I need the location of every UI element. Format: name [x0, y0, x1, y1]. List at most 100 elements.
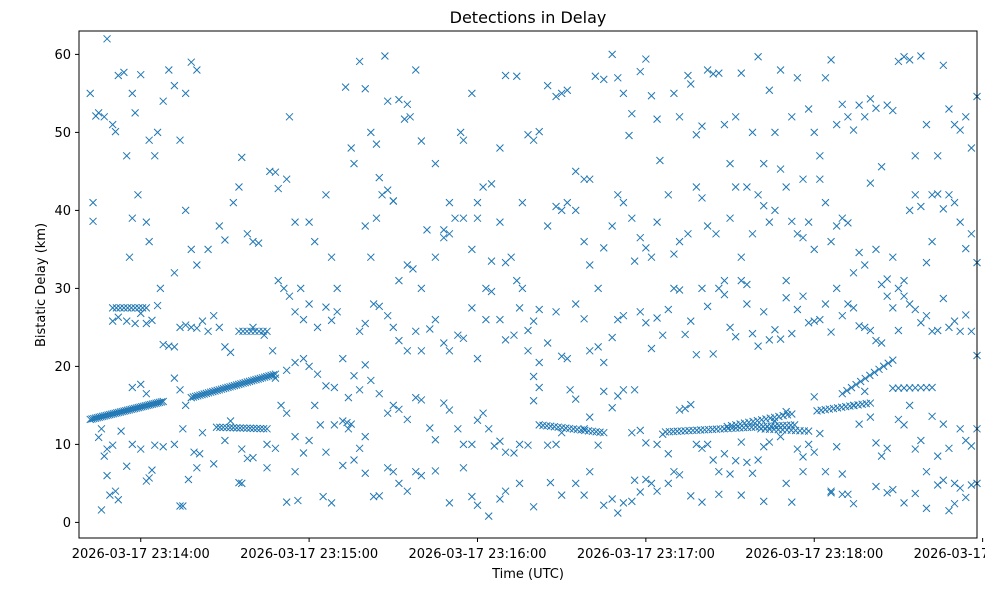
data-point	[252, 375, 260, 384]
data-point	[417, 284, 426, 293]
data-point	[884, 359, 893, 368]
data-point	[681, 404, 690, 413]
data-point	[375, 173, 384, 182]
data-point	[849, 499, 858, 508]
data-point	[271, 444, 280, 453]
detection-markers	[86, 34, 981, 521]
data-point	[496, 495, 504, 503]
data-point	[224, 383, 232, 392]
data-point	[939, 294, 948, 303]
data-point	[737, 276, 746, 285]
data-point	[658, 331, 667, 340]
data-point	[389, 401, 398, 410]
data-point	[594, 284, 603, 293]
data-point	[445, 198, 454, 207]
data-point	[112, 304, 121, 312]
data-point	[843, 386, 851, 395]
data-point	[153, 301, 162, 310]
data-point	[684, 71, 692, 80]
data-point	[305, 362, 313, 371]
data-point	[411, 393, 420, 402]
data-point	[135, 304, 143, 312]
data-point	[403, 415, 412, 424]
data-point	[221, 436, 229, 445]
data-point	[271, 370, 280, 379]
data-point	[228, 382, 237, 391]
data-point	[159, 397, 168, 406]
data-point	[759, 159, 768, 168]
data-point	[459, 463, 468, 472]
data-point	[529, 372, 538, 381]
data-point	[675, 237, 684, 246]
y-tick-label: 60	[54, 48, 71, 63]
data-point	[524, 441, 532, 450]
data-point	[395, 336, 403, 345]
data-point	[563, 86, 572, 95]
data-point	[900, 421, 908, 429]
data-point	[855, 101, 863, 109]
data-point	[698, 498, 706, 506]
data-point	[159, 97, 168, 106]
data-point	[552, 307, 560, 316]
data-point	[630, 385, 639, 394]
data-point	[389, 323, 398, 332]
data-point	[653, 440, 661, 449]
data-point	[361, 432, 370, 441]
data-point	[838, 470, 847, 478]
data-point	[535, 358, 544, 367]
data-point	[743, 300, 751, 308]
data-point	[900, 499, 908, 507]
chart-title: Detections in Delay	[450, 8, 607, 27]
data-point	[395, 405, 403, 414]
data-point	[338, 461, 347, 470]
data-point	[439, 226, 448, 234]
data-point	[417, 137, 426, 145]
y-tick-label: 10	[54, 438, 71, 453]
data-point	[849, 126, 858, 134]
data-point	[216, 423, 224, 432]
data-point	[543, 81, 552, 90]
data-point	[599, 501, 608, 510]
data-point	[855, 248, 863, 257]
data-point	[580, 175, 588, 184]
data-point	[403, 487, 412, 496]
data-point	[856, 377, 865, 386]
data-point	[686, 400, 695, 409]
data-point	[656, 156, 664, 165]
data-point	[417, 396, 426, 404]
data-point	[271, 374, 280, 382]
data-point	[737, 253, 746, 262]
data-point	[291, 218, 299, 226]
data-point	[765, 336, 774, 344]
data-point	[608, 50, 617, 59]
data-point	[703, 66, 712, 74]
data-point	[827, 488, 835, 497]
data-point	[372, 140, 381, 148]
data-point	[933, 452, 942, 460]
data-point	[153, 128, 162, 137]
data-point	[204, 327, 212, 336]
data-point	[344, 424, 353, 433]
data-point	[720, 120, 729, 129]
data-point	[459, 334, 468, 343]
data-point	[827, 56, 835, 64]
data-point	[900, 52, 908, 61]
data-point	[787, 217, 796, 226]
data-point	[860, 112, 869, 121]
data-point	[282, 498, 291, 506]
data-point	[771, 128, 779, 137]
data-point	[484, 512, 493, 521]
data-point	[557, 491, 566, 499]
data-point	[417, 346, 426, 355]
data-point	[585, 261, 594, 269]
data-point	[501, 336, 510, 344]
data-point	[145, 237, 154, 246]
data-point	[431, 467, 440, 475]
data-point	[236, 424, 244, 432]
data-point	[254, 239, 263, 248]
data-point	[731, 112, 740, 121]
data-point	[338, 354, 347, 363]
data-point	[804, 440, 813, 449]
data-point	[361, 222, 370, 230]
data-point	[305, 218, 313, 226]
